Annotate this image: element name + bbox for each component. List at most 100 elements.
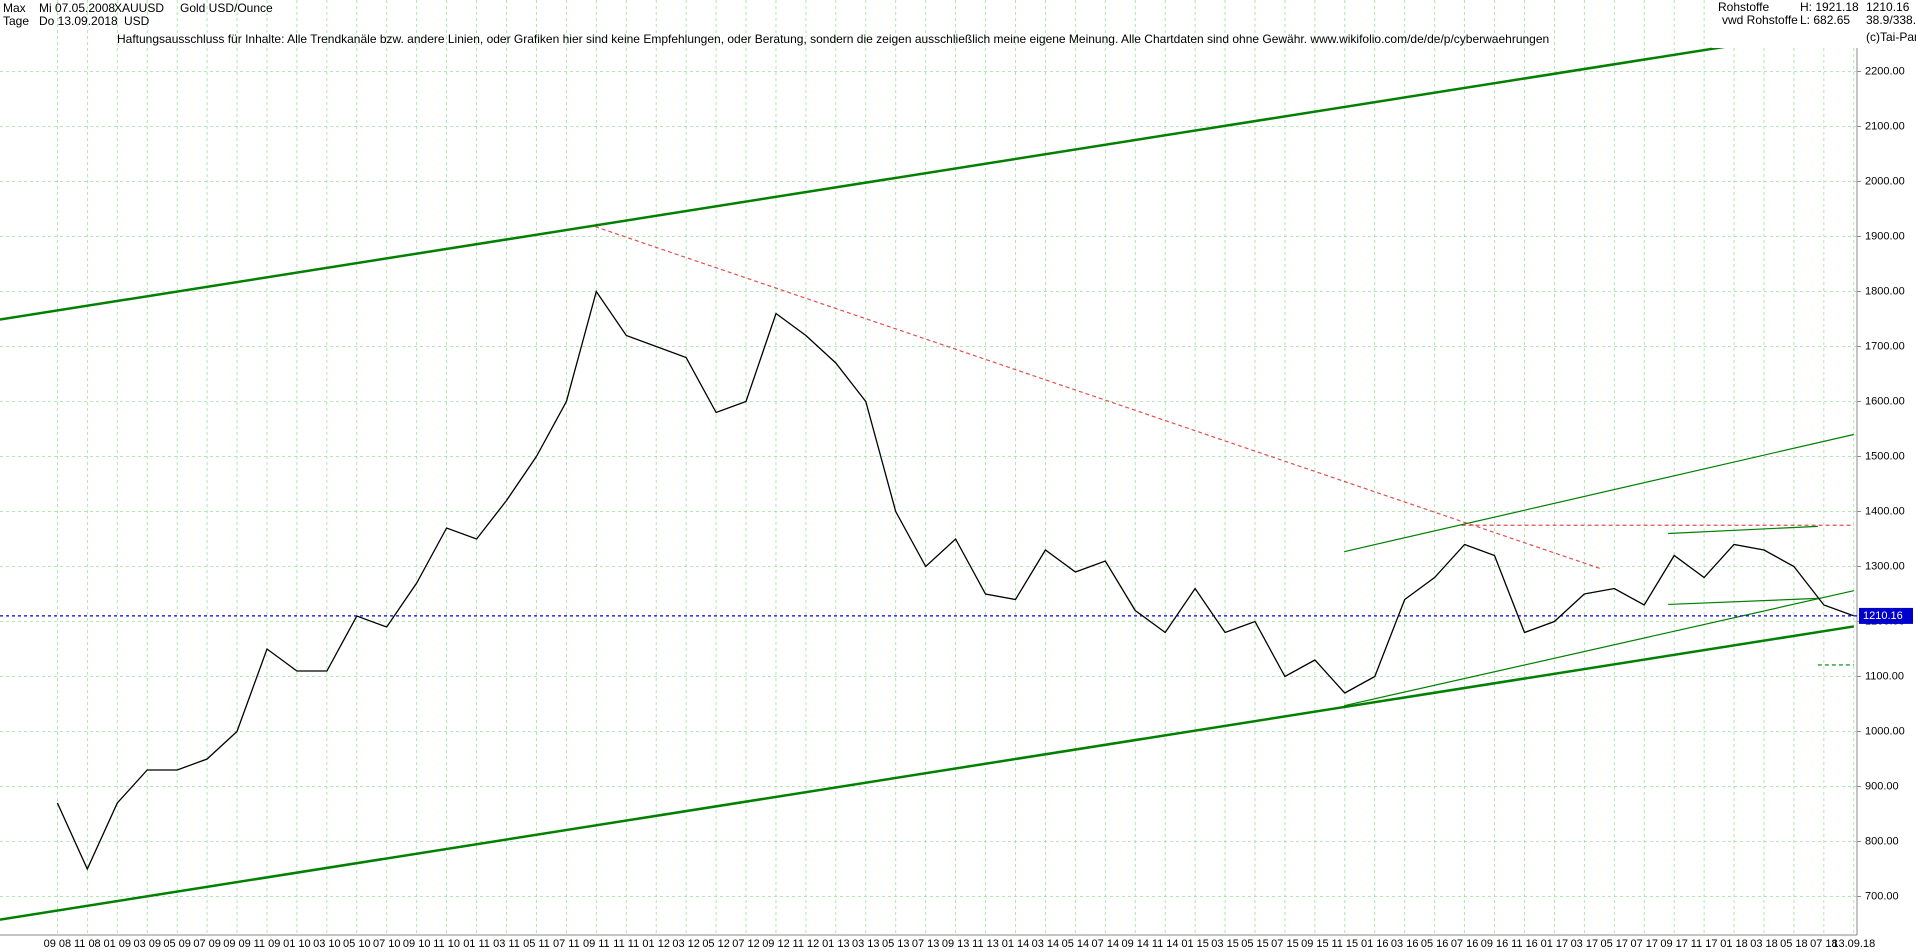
x-tick-label: 05 17 [1601,938,1629,950]
trend-line [1668,525,1818,535]
x-tick-label: 03 09 [133,938,161,950]
x-tick-label: 03 17 [1571,938,1599,950]
currency: USD [124,14,150,28]
period[interactable]: Tage [3,14,29,28]
disclaimer: Haftungsausschluss für Inhalte: Alle Tre… [117,32,1549,46]
x-tick-label: 07 13 [912,938,940,950]
x-tick-label: 07 12 [732,938,760,950]
x-tick-label: 03 10 [313,938,341,950]
y-tick-label: 700.00 [1865,890,1899,902]
x-tick-label: 09 14 [1121,938,1149,950]
x-tick-label: 01 11 [463,938,490,950]
x-tick-label: 11 12 [793,938,820,950]
symbol: XAUUSD [114,1,164,15]
x-tick-label: 01 10 [283,938,311,950]
y-tick-label: 900.00 [1865,780,1899,792]
y-tick-label: 800.00 [1865,835,1899,847]
x-tick-label: 09 09 [223,938,251,950]
x-tick-label: 01 14 [1002,938,1030,950]
x-tick-label: 11 14 [1152,938,1179,950]
y-tick-label: 1800.00 [1865,285,1905,297]
x-tick-label: 09 12 [762,938,790,950]
x-tick-label: 07 16 [1451,938,1479,950]
x-tick-label: 11 15 [1331,938,1358,950]
x-tick-label: 03 15 [1211,938,1239,950]
y-tick-label: 1000.00 [1865,725,1905,737]
x-tick-label: 05 15 [1241,938,1269,950]
x-tick-label: 09 13 [942,938,970,950]
x-tick-label: 09 11 [583,938,610,950]
y-tick-label: 1700.00 [1865,340,1905,352]
x-tick-label: 05 14 [1062,938,1090,950]
x-tick-label: 09 10 [403,938,431,950]
current-price-box [1859,607,1913,624]
info-box [1712,0,1916,48]
x-tick-label: 07 11 [553,938,580,950]
ratio: 38.9/338.6 [1866,13,1916,27]
instrument: Gold USD/Ounce [180,1,273,15]
source: vwd Rohstoffe [1722,13,1798,27]
x-tick-label: 03 13 [852,938,880,950]
x-tick-label: 05 16 [1421,938,1449,950]
x-tick-label: 07 17 [1630,938,1658,950]
y-tick-label: 2000.00 [1865,175,1905,187]
x-tick-label: 01 17 [1541,938,1569,950]
trend-line [1344,590,1854,707]
x-tick-label: 11 16 [1511,938,1538,950]
x-tick-label: 07 09 [193,938,221,950]
x-tick-label: 03 18 [1750,938,1778,950]
x-tick-label: 11 10 [433,938,460,950]
current-price-label: 1210.16 [1863,610,1903,622]
price-line [56,289,1855,871]
group: Rohstoffe [1718,0,1769,14]
x-tick-label: 05 12 [702,938,730,950]
trend-line [0,625,1854,921]
x-tick-label: 01 15 [1181,938,1209,950]
x-tick-label: 09 16 [1481,938,1509,950]
x-tick-label: 05 18 [1780,938,1808,950]
date-from: Mi 07.05.2008 [39,1,115,15]
x-tick-label: 03 11 [493,938,520,950]
trend-line [1668,597,1818,606]
high: H: 1921.18 [1800,0,1859,14]
date-to: Do 13.09.2018 [39,14,118,28]
last-price: 1210.16 [1866,0,1910,14]
x-tick-label: 05 09 [163,938,191,950]
x-tick-label: 13.09.18 [1832,938,1875,950]
y-tick-label: 1400.00 [1865,505,1905,517]
y-tick-label: 1300.00 [1865,560,1905,572]
x-tick-label: 07 14 [1092,938,1120,950]
x-tick-label: 01 13 [822,938,850,950]
x-tick-label: 01 16 [1361,938,1389,950]
range[interactable]: Max [3,1,26,15]
x-tick-label: 03 16 [1391,938,1419,950]
low: L: 682.65 [1800,13,1850,27]
y-tick-label: 2100.00 [1865,120,1905,132]
x-tick-label: 09 15 [1301,938,1329,950]
y-tick-label: 1100.00 [1865,670,1904,682]
header: Max Tage Mi 07.05.2008 Do 13.09.2018 XAU… [3,0,1916,48]
x-tick-label: 11 13 [972,938,999,950]
x-tick-label: 11 11 [613,938,639,950]
y-tick-label: 1500.00 [1865,450,1905,462]
x-tick-label: 09 08 [44,938,72,950]
trend-line [0,25,1854,321]
x-tick-label: 11 09 [254,938,281,950]
x-tick-label: 07 15 [1271,938,1299,950]
x-tick-label: 09 17 [1660,938,1688,950]
x-tick-label: 03 14 [1032,938,1060,950]
x-tick-label: 03 12 [672,938,700,950]
copyright: (c)Tai-Pan [1866,30,1916,44]
y-tick-label: 2200.00 [1865,65,1905,77]
x-tick-label: 01 09 [104,938,132,950]
x-tick-label: 11 08 [74,938,101,950]
x-tick-label: 07 10 [373,938,401,950]
x-tick-label: 11 17 [1691,938,1718,950]
x-tick-label: 07 18 [1810,938,1838,950]
x-tick-label: 05 10 [343,938,371,950]
trend-line [1344,433,1854,553]
x-tick-label: 05 13 [882,938,910,950]
